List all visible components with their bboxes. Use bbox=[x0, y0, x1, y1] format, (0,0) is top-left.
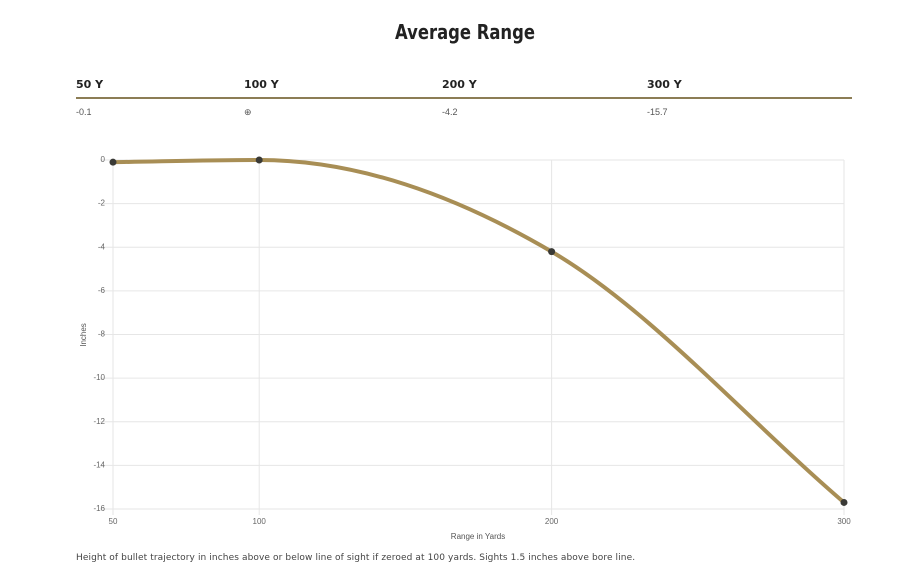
header-300y: 300 Y bbox=[647, 78, 682, 91]
chart-caption: Height of bullet trajectory in inches ab… bbox=[76, 553, 636, 563]
x-tick-label: 200 bbox=[545, 517, 559, 526]
y-tick-label: -14 bbox=[93, 460, 105, 469]
value-100y-zero-icon: ⊕ bbox=[244, 107, 252, 117]
x-tick-label: 50 bbox=[109, 517, 118, 526]
header-50y: 50 Y bbox=[76, 78, 104, 91]
data-point bbox=[840, 498, 848, 506]
range-table-header: 50 Y 100 Y 200 Y 300 Y bbox=[76, 78, 852, 99]
data-points bbox=[109, 156, 848, 506]
x-tick-label: 100 bbox=[253, 517, 267, 526]
y-tick-label: -4 bbox=[98, 242, 106, 251]
value-50y: -0.1 bbox=[76, 107, 92, 117]
y-tick-label: 0 bbox=[101, 155, 106, 164]
x-tick-labels: 50 100 200 300 bbox=[109, 517, 852, 526]
y-tick-label: -12 bbox=[93, 417, 105, 426]
range-table: 50 Y 100 Y 200 Y 300 Y -0.1 ⊕ -4.2 -15.7 bbox=[76, 78, 852, 127]
y-tick-label: -8 bbox=[98, 330, 106, 339]
chart-title: Average Range bbox=[395, 20, 535, 44]
y-tick-labels: 0 -2 -4 -6 -8 -10 -12 -14 -16 bbox=[93, 155, 105, 513]
data-point bbox=[109, 158, 117, 166]
header-100y: 100 Y bbox=[244, 78, 279, 91]
chart-grid bbox=[100, 159, 845, 515]
y-tick-label: -10 bbox=[93, 373, 105, 382]
x-tick-label: 300 bbox=[837, 517, 851, 526]
data-point bbox=[548, 248, 556, 256]
x-axis-label: Range in Yards bbox=[451, 532, 505, 541]
value-200y: -4.2 bbox=[442, 107, 458, 117]
y-tick-label: -2 bbox=[98, 199, 106, 208]
range-table-row: -0.1 ⊕ -4.2 -15.7 bbox=[76, 107, 852, 127]
trajectory-line bbox=[111, 158, 846, 505]
y-tick-label: -16 bbox=[93, 504, 105, 513]
y-tick-label: -6 bbox=[98, 286, 106, 295]
data-point bbox=[255, 156, 263, 164]
value-300y: -15.7 bbox=[647, 107, 668, 117]
header-200y: 200 Y bbox=[442, 78, 477, 91]
y-axis-label: Inches bbox=[79, 323, 88, 347]
